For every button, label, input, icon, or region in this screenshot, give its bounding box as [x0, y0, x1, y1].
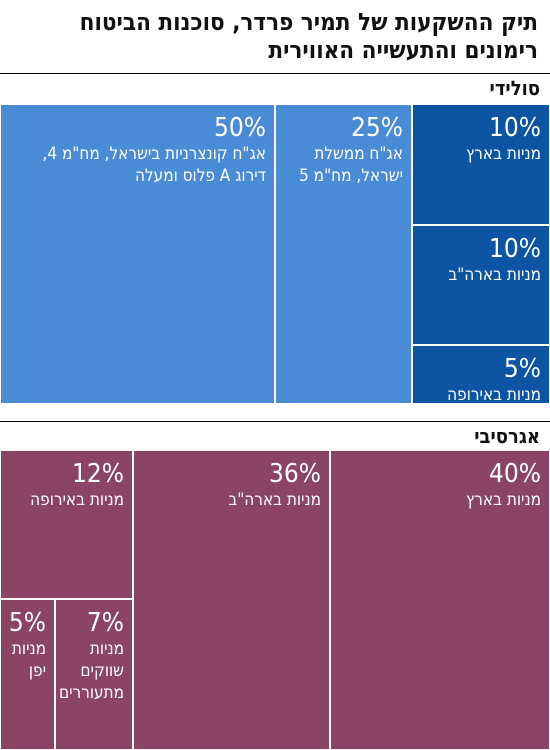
data-label-percent: 5% — [503, 354, 541, 384]
data-label-category: מניות באירופה — [447, 385, 541, 404]
chart-title-line-1: תיק ההשקעות של תמיר פרדר, סוכנות הביטוח — [79, 8, 538, 36]
solid-cell-stocks-us: 10% מניות בארה"ב — [412, 225, 550, 345]
section-label-aggressive: אגרסיבי — [474, 424, 540, 448]
data-label-category: מניות בארץ — [466, 490, 541, 510]
data-label-percent: 7% — [86, 608, 124, 638]
data-label-category: מניות בארץ — [466, 144, 541, 164]
solid-cell-stocks-israel: 10% מניות בארץ — [412, 104, 550, 225]
chart-title-line-2: רימונים והתעשייה האווירית — [268, 36, 538, 64]
data-label-percent: 50% — [214, 113, 266, 143]
data-label-percent: 36% — [269, 459, 321, 489]
aggressive-cell-stocks-europe: 12% מניות באירופה — [0, 450, 133, 599]
data-label-percent: 25% — [351, 113, 403, 143]
section-divider-solid — [0, 73, 550, 74]
solid-cell-corporate-bonds: 50% אג"ח קונצרניות בישראל, מח"מ 4, דירוג … — [0, 104, 275, 404]
data-label-category: מניות יפן — [11, 639, 46, 681]
data-label-percent: 5% — [8, 608, 46, 638]
treemap-aggressive: 40% מניות בארץ 36% מניות בארה"ב 12% מניות באי… — [0, 450, 550, 750]
data-label-percent: 10% — [489, 113, 541, 143]
section-label-solid: סולידי — [489, 76, 540, 100]
data-label-percent: 40% — [489, 459, 541, 489]
data-label-percent: 12% — [72, 459, 124, 489]
data-label-category: אג"ח ממשלת ישראל, מח"מ 5 — [299, 144, 403, 186]
aggressive-cell-stocks-israel: 40% מניות בארץ — [330, 450, 550, 750]
aggressive-cell-stocks-japan: 5% מניות יפן — [0, 599, 55, 750]
treemap-solid: 50% אג"ח קונצרניות בישראל, מח"מ 4, דירוג … — [0, 104, 550, 404]
data-label-category: מניות בארה"ב — [448, 265, 541, 285]
aggressive-cell-stocks-us: 36% מניות בארה"ב — [133, 450, 330, 750]
data-label-category: אג"ח קונצרניות בישראל, מח"מ 4, דירוג A פ… — [42, 144, 266, 186]
data-label-category: מניות באירופה — [30, 490, 124, 510]
solid-cell-stocks-europe: 5% מניות באירופה — [412, 345, 550, 404]
data-label-category: מניות בארה"ב — [228, 490, 321, 510]
aggressive-cell-stocks-emerging: 7% מניות שווקים מתעוררים — [55, 599, 133, 750]
solid-cell-gov-bonds: 25% אג"ח ממשלת ישראל, מח"מ 5 — [275, 104, 412, 404]
section-divider-aggressive — [0, 421, 550, 422]
data-label-category: מניות שווקים מתעוררים — [58, 639, 124, 703]
data-label-percent: 10% — [489, 234, 541, 264]
